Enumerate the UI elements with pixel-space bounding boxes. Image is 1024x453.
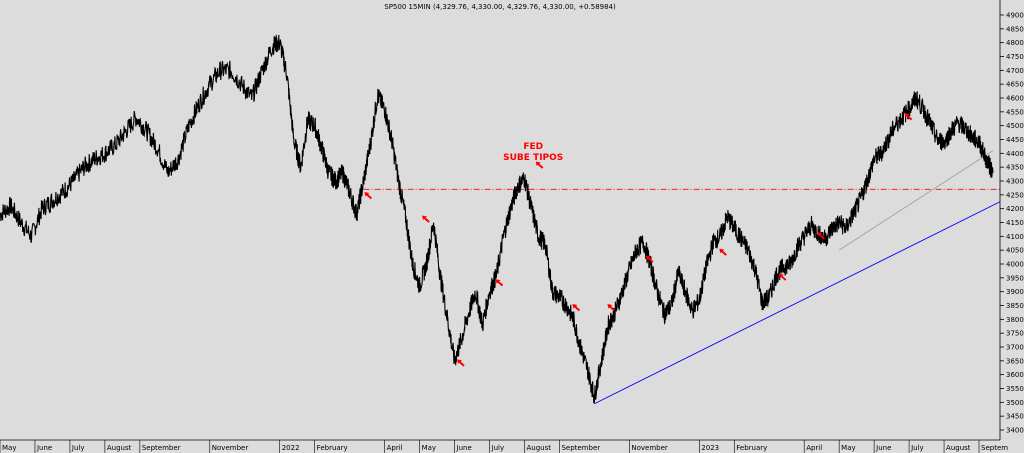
y-tick-label: 3850 (1006, 302, 1024, 310)
y-tick-label: 3750 (1006, 330, 1024, 338)
y-tick-label: 4350 (1006, 164, 1024, 172)
y-tick-label: 4550 (1006, 108, 1024, 116)
x-tick-label: August (526, 444, 551, 452)
y-tick-label: 4800 (1006, 39, 1024, 47)
y-tick-label: 4200 (1006, 205, 1024, 213)
x-tick-label: September (142, 444, 181, 452)
x-tick-label: May (2, 444, 16, 452)
y-tick-label: 4450 (1006, 136, 1024, 144)
y-tick-label: 4850 (1006, 25, 1024, 33)
signal-arrow (457, 359, 465, 367)
x-tick-label: June (875, 444, 891, 452)
plot-background (0, 0, 1000, 440)
y-tick-label: 4650 (1006, 81, 1024, 89)
signal-arrows (364, 113, 913, 367)
y-tick-label: 3900 (1006, 288, 1024, 296)
signal-arrow (719, 248, 727, 256)
y-tick-label: 3450 (1006, 413, 1024, 421)
y-tick-label: 4600 (1006, 95, 1024, 103)
y-tick-label: 3400 (1006, 427, 1024, 435)
signal-arrow (422, 215, 430, 223)
y-tick-label: 4300 (1006, 178, 1024, 186)
y-tick-label: 3550 (1006, 385, 1024, 393)
annotation-text: SUBE TIPOS (503, 153, 563, 163)
x-tick-label: Septem (981, 444, 1008, 452)
price-line (0, 34, 994, 404)
annotation-text: FED (523, 142, 543, 152)
x-tick-label: May (422, 444, 436, 452)
signal-arrow (535, 161, 544, 169)
y-tick-label: 4750 (1006, 53, 1024, 61)
chart-title: SP500 15MIN (4,329.76, 4,330.00, 4,329.7… (384, 3, 616, 11)
signal-arrow (904, 113, 913, 121)
signal-arrow (817, 232, 825, 240)
y-tick-label: 4050 (1006, 247, 1024, 255)
x-tick-label: November (212, 444, 249, 452)
reference-lines (363, 150, 1001, 405)
x-tick-label: April (387, 444, 403, 452)
signal-arrow (778, 273, 787, 281)
trend-line (594, 201, 1001, 405)
trend-line (838, 150, 994, 251)
x-tick-label: April (806, 444, 822, 452)
x-tick-label: May (841, 444, 855, 452)
x-tick-label: 2023 (701, 444, 719, 452)
y-tick-label: 4900 (1006, 12, 1024, 20)
y-tick-label: 4000 (1006, 261, 1024, 269)
x-tick-label: June (456, 444, 472, 452)
x-tick-label: July (491, 444, 505, 452)
y-tick-label: 3950 (1006, 274, 1024, 282)
y-tick-label: 4400 (1006, 150, 1024, 158)
y-tick-label: 4250 (1006, 191, 1024, 199)
x-tick-label: August (946, 444, 971, 452)
x-tick-label: February (736, 444, 767, 452)
signal-arrow (572, 304, 581, 312)
y-tick-label: 3600 (1006, 371, 1024, 379)
x-tick-label: 2022 (282, 444, 300, 452)
y-tick-label: 4700 (1006, 67, 1024, 75)
x-tick-label: September (561, 444, 600, 452)
y-tick-label: 3800 (1006, 316, 1024, 324)
x-tick-label: February (317, 444, 348, 452)
signal-arrow (364, 191, 373, 200)
x-tick-label: July (910, 444, 924, 452)
y-tick-label: 3650 (1006, 357, 1024, 365)
y-tick-label: 3500 (1006, 399, 1024, 407)
x-axis-ticks: May June July August September November 2022 Fe… (0, 440, 1008, 453)
y-tick-label: 3700 (1006, 344, 1024, 352)
y-tick-label: 4100 (1006, 233, 1024, 241)
x-tick-label: July (71, 444, 85, 452)
x-tick-label: June (36, 444, 52, 452)
x-tick-label: August (107, 444, 132, 452)
y-tick-label: 4150 (1006, 219, 1024, 227)
signal-arrow (495, 279, 504, 287)
signal-arrow (607, 304, 616, 312)
y-tick-label: 4500 (1006, 122, 1024, 130)
signal-arrow (645, 255, 654, 263)
x-tick-label: November (631, 444, 668, 452)
price-series (0, 34, 994, 404)
y-axis-ticks: 3400 3450 3500 3550 3600 3650 3700 3750 3800 3850… (1000, 12, 1024, 435)
